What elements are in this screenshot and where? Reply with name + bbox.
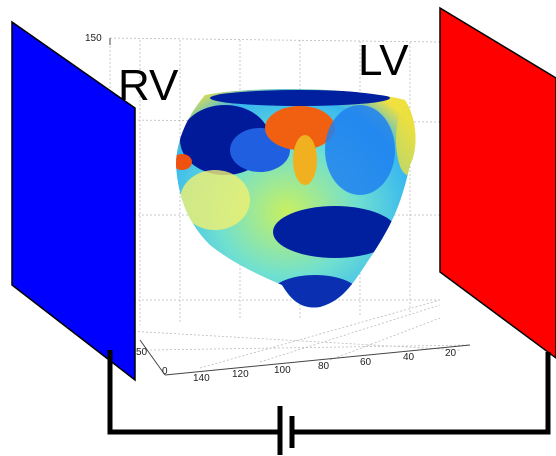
lv-label: LV <box>358 36 409 85</box>
rv-label: RV <box>118 61 179 110</box>
y-tick: 0 <box>162 366 168 377</box>
rv-electrode <box>12 22 135 380</box>
x-tick: 20 <box>445 348 457 359</box>
x-tick: 80 <box>318 361 330 372</box>
x-tick: 100 <box>274 365 291 376</box>
x-tick: 140 <box>193 373 210 384</box>
x-tick: 120 <box>232 369 249 380</box>
x-tick: 60 <box>360 357 372 368</box>
figure: 150 50 0 140 120 100 80 60 40 20 RV LV <box>0 0 556 456</box>
x-tick: 40 <box>403 352 415 363</box>
heart-surface <box>170 80 430 320</box>
lv-electrode <box>440 8 556 358</box>
y-tick: 50 <box>136 347 148 358</box>
z-tick: 150 <box>85 33 102 44</box>
